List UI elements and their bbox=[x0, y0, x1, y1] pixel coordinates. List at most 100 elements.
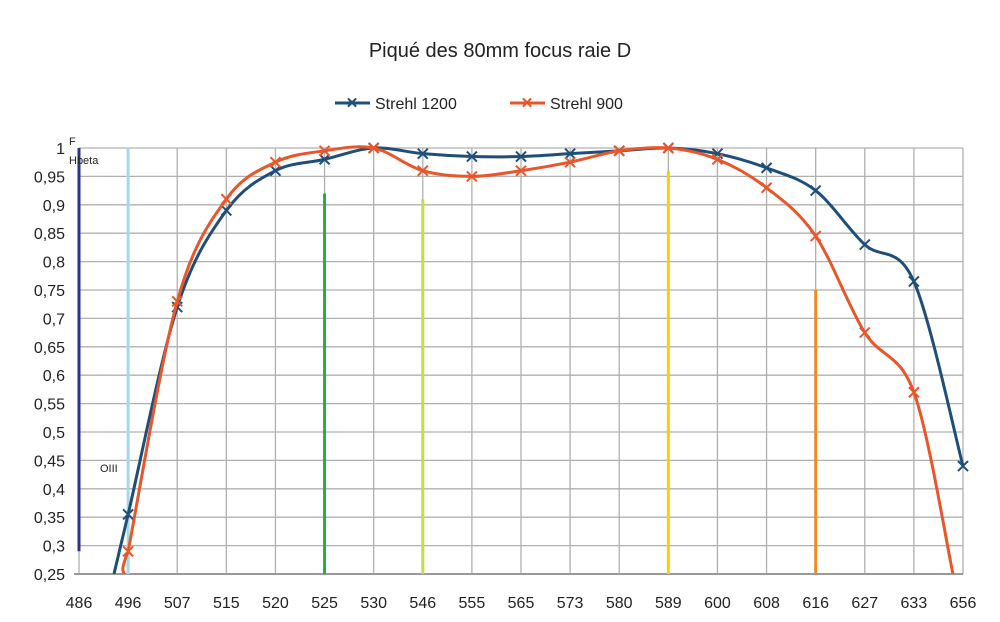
marker-stroke bbox=[318, 153, 331, 166]
marker-stroke bbox=[809, 184, 822, 197]
x-tick-label: 627 bbox=[851, 595, 878, 612]
y-tick-label: 0,25 bbox=[34, 567, 65, 584]
y-tick-label: 0,5 bbox=[43, 425, 65, 442]
x-tick-label: 520 bbox=[262, 595, 289, 612]
legend-marker-x-icon: ✕ bbox=[346, 95, 359, 112]
x-tick-label: 600 bbox=[704, 595, 731, 612]
x-tick-label: 573 bbox=[557, 595, 584, 612]
y-tick-label: 0,45 bbox=[34, 453, 65, 470]
chart-title: Piqué des 80mm focus raie D bbox=[369, 40, 631, 62]
annotation-f: F bbox=[69, 136, 76, 148]
marker-stroke bbox=[417, 165, 429, 177]
marker-stroke bbox=[220, 193, 233, 205]
marker-stroke bbox=[220, 204, 233, 217]
marker-stroke bbox=[908, 275, 920, 288]
data-point-marker bbox=[122, 545, 134, 557]
y-tick-label: 0,35 bbox=[34, 510, 65, 527]
x-tick-label: 633 bbox=[901, 595, 928, 612]
marker-stroke bbox=[564, 156, 576, 168]
marker-stroke bbox=[466, 150, 478, 163]
x-tick-label: 580 bbox=[606, 595, 633, 612]
x-tick-label: 616 bbox=[802, 595, 829, 612]
y-tick-label: 0,6 bbox=[43, 368, 65, 385]
data-point-marker bbox=[318, 145, 331, 157]
data-point-marker bbox=[122, 508, 134, 521]
data-point-marker bbox=[662, 142, 675, 154]
legend-label-strehl-1200: Strehl 1200 bbox=[375, 96, 457, 113]
marker-stroke bbox=[613, 145, 625, 157]
data-point-marker bbox=[171, 295, 183, 308]
legend: ✕ Strehl 1200 ✕ Strehl 900 bbox=[335, 95, 623, 113]
data-point-marker bbox=[417, 147, 429, 160]
x-tick-label: 515 bbox=[213, 595, 240, 612]
marker-stroke bbox=[809, 230, 822, 242]
data-point-marker bbox=[367, 142, 380, 154]
marker-stroke bbox=[760, 182, 773, 194]
y-tick-label: 0,7 bbox=[43, 311, 65, 328]
marker-stroke bbox=[760, 162, 773, 174]
data-point-marker bbox=[613, 145, 625, 157]
marker-stroke bbox=[957, 460, 969, 472]
data-point-marker bbox=[220, 204, 233, 217]
marker-stroke bbox=[515, 150, 527, 163]
marker-stroke bbox=[367, 142, 380, 154]
x-tick-label: 656 bbox=[950, 595, 977, 612]
annotation-hbeta: Hbeta bbox=[69, 155, 99, 167]
x-tick-label: 496 bbox=[115, 595, 142, 612]
marker-stroke bbox=[466, 170, 478, 183]
x-tick-label: 486 bbox=[66, 595, 93, 612]
series-line-0 bbox=[112, 146, 965, 574]
x-tick-label: 555 bbox=[459, 595, 486, 612]
y-tick-label: 0,9 bbox=[43, 198, 65, 215]
data-point-marker bbox=[417, 165, 429, 177]
data-point-marker bbox=[760, 162, 773, 174]
data-point-marker bbox=[809, 184, 822, 197]
x-tick-label: 525 bbox=[311, 595, 338, 612]
x-tick-label: 530 bbox=[360, 595, 387, 612]
y-tick-label: 0,3 bbox=[43, 539, 65, 556]
data-point-marker bbox=[908, 386, 920, 398]
marker-stroke bbox=[269, 156, 282, 168]
marker-stroke bbox=[859, 238, 871, 251]
data-point-marker bbox=[318, 153, 331, 166]
data-point-marker bbox=[269, 156, 282, 168]
data-point-marker bbox=[564, 147, 576, 160]
marker-stroke bbox=[269, 165, 282, 177]
data-point-marker bbox=[760, 182, 773, 194]
marker-stroke bbox=[171, 295, 183, 308]
data-point-marker bbox=[466, 150, 478, 163]
y-tick-label: 0,8 bbox=[43, 255, 65, 272]
legend-marker-x-icon: ✕ bbox=[521, 95, 534, 112]
y-tick-label: 0,4 bbox=[43, 482, 65, 499]
data-point-marker bbox=[466, 170, 478, 183]
marker-stroke bbox=[711, 153, 724, 166]
x-tick-label: 608 bbox=[753, 595, 780, 612]
marker-stroke bbox=[859, 326, 871, 339]
marker-stroke bbox=[908, 386, 920, 398]
x-tick-label: 507 bbox=[164, 595, 191, 612]
x-tick-label: 546 bbox=[409, 595, 436, 612]
x-tick-label: 589 bbox=[655, 595, 682, 612]
marker-stroke bbox=[662, 142, 675, 154]
data-point-marker bbox=[809, 230, 822, 242]
series-line-1 bbox=[121, 145, 955, 574]
data-point-marker bbox=[515, 165, 527, 177]
data-point-marker bbox=[957, 460, 969, 472]
y-tick-label: 0,75 bbox=[34, 283, 65, 300]
marker-stroke bbox=[122, 545, 134, 557]
marker-stroke bbox=[318, 145, 331, 157]
data-point-marker bbox=[564, 156, 576, 168]
data-point-marker bbox=[711, 153, 724, 166]
legend-label-strehl-900: Strehl 900 bbox=[550, 96, 623, 113]
x-tick-label: 565 bbox=[508, 595, 535, 612]
marker-stroke bbox=[515, 165, 527, 177]
y-tick-label: 0,85 bbox=[34, 226, 65, 243]
marker-stroke bbox=[417, 147, 429, 160]
data-point-marker bbox=[269, 165, 282, 177]
y-tick-label: 0,65 bbox=[34, 340, 65, 357]
y-tick-label: 0,55 bbox=[34, 397, 65, 414]
marker-stroke bbox=[564, 147, 576, 160]
annotation-oiii: OIII bbox=[100, 463, 118, 475]
